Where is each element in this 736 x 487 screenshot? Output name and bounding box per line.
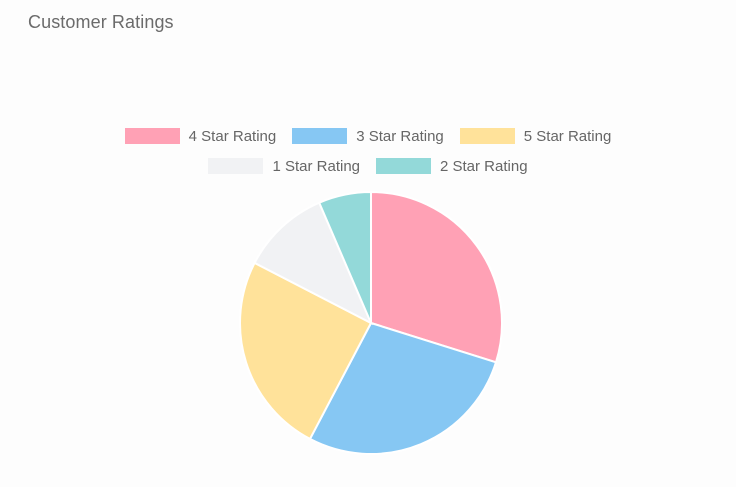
chart-legend: 4 Star Rating 3 Star Rating 5 Star Ratin…	[0, 126, 736, 186]
slice-3-star[interactable]	[308, 321, 498, 455]
legend-row-2: 1 Star Rating 2 Star Rating	[0, 156, 736, 176]
legend-item-3-star[interactable]: 3 Star Rating	[292, 128, 444, 145]
legend-swatch	[376, 158, 431, 174]
slice-1-star[interactable]	[253, 201, 374, 326]
legend-item-4-star[interactable]: 4 Star Rating	[124, 127, 277, 145]
legend-swatch	[124, 128, 180, 144]
legend-item-5-star[interactable]: 5 Star Rating	[459, 127, 612, 145]
legend-item-2-star[interactable]: 2 Star Rating	[376, 158, 528, 175]
slice-2-star[interactable]	[317, 190, 372, 324]
legend-swatch	[208, 158, 264, 174]
legend-swatch	[292, 128, 348, 144]
legend-label: 2 Star Rating	[440, 157, 528, 175]
legend-label: 4 Star Rating	[188, 127, 277, 145]
legend-row-1: 4 Star Rating 3 Star Rating 5 Star Ratin…	[0, 126, 736, 146]
legend-label: 3 Star Rating	[356, 127, 444, 145]
chart-title: Customer Ratings	[28, 12, 174, 32]
legend-label: 1 Star Rating	[272, 157, 360, 175]
legend-item-1-star[interactable]: 1 Star Rating	[208, 158, 360, 175]
legend-swatch	[459, 128, 515, 144]
slice-4-star[interactable]	[370, 190, 503, 364]
legend-label: 5 Star Rating	[523, 127, 612, 145]
